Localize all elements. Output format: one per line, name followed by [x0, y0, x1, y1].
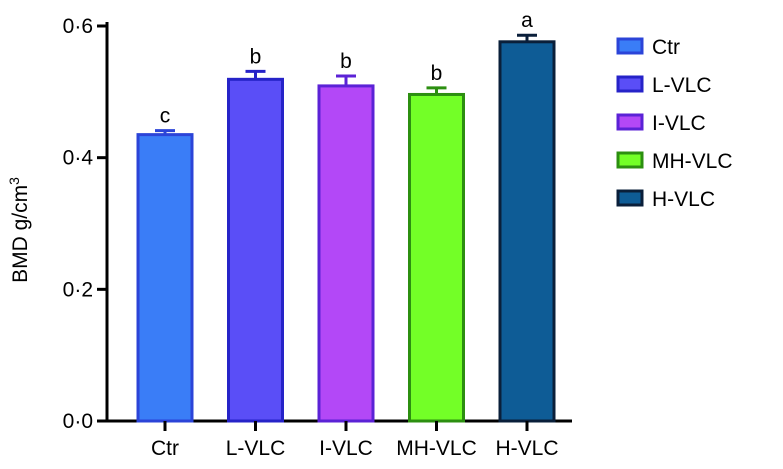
- y-tick-label: 0·2: [63, 278, 93, 301]
- legend-item: L-VLC: [616, 74, 712, 97]
- x-tick-label: I-VLC: [319, 437, 373, 460]
- y-axis-title-text: BMD g/cm: [9, 185, 32, 283]
- x-labels: Ctr L-VLC I-VLC MH-VLC H-VLC: [151, 421, 559, 460]
- x-tick-label: H-VLC: [495, 437, 558, 460]
- legend-item: Ctr: [616, 36, 680, 59]
- bar: [408, 92, 465, 423]
- bar: [136, 133, 194, 423]
- y-tick-label: 0·4: [63, 147, 94, 170]
- x-tick-label: L-VLC: [226, 437, 286, 460]
- legend-swatch: [616, 37, 644, 55]
- significance-label: b: [340, 50, 352, 73]
- bars: c b b b a: [136, 9, 556, 423]
- legend-label: MH-VLC: [652, 150, 733, 173]
- legend-label: Ctr: [652, 36, 680, 59]
- legend-swatch: [616, 189, 644, 207]
- y-ticks: 0·0 0·2 0·4 0·6: [63, 15, 107, 433]
- legend-item: MH-VLC: [616, 150, 733, 173]
- x-tick-label: MH-VLC: [396, 437, 477, 460]
- y-axis-title: BMD g/cm3: [6, 177, 32, 283]
- significance-label: b: [250, 45, 262, 68]
- bar-group: b: [227, 45, 284, 423]
- bar-group: a: [498, 9, 556, 423]
- legend-item: I-VLC: [616, 112, 706, 135]
- y-tick-label: 0·6: [63, 15, 93, 38]
- bar: [317, 84, 375, 423]
- significance-label: a: [521, 9, 533, 32]
- legend-swatch: [616, 113, 644, 131]
- bar-group: b: [317, 50, 375, 423]
- bar-group: c: [136, 105, 194, 423]
- y-axis-title-superscript: 3: [6, 177, 22, 185]
- bar-group: b: [408, 62, 465, 423]
- legend-label: I-VLC: [652, 112, 706, 135]
- y-tick-label: 0·0: [63, 410, 93, 433]
- legend-label: H-VLC: [652, 188, 715, 211]
- legend-item: H-VLC: [616, 188, 715, 211]
- bar: [498, 40, 556, 423]
- legend-swatch: [616, 151, 644, 169]
- legend-label: L-VLC: [652, 74, 712, 97]
- significance-label: c: [160, 105, 171, 128]
- legend: Ctr L-VLC I-VLC MH-VLC H-VLC: [616, 36, 733, 211]
- x-tick-label: Ctr: [151, 437, 179, 460]
- significance-label: b: [431, 62, 443, 85]
- legend-swatch: [616, 75, 644, 93]
- bar: [227, 77, 284, 423]
- svg-text:BMD g/cm3: BMD g/cm3: [6, 177, 32, 283]
